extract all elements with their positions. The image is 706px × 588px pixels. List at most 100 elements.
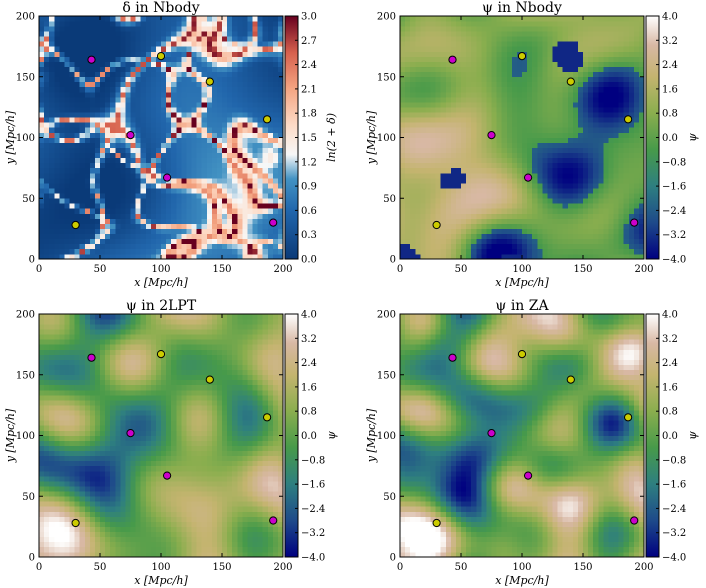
heatmap-cell bbox=[252, 26, 258, 32]
heatmap-cell bbox=[603, 46, 609, 52]
heatmap-cell bbox=[130, 112, 136, 118]
heatmap-cell bbox=[191, 223, 197, 229]
heatmap-cell bbox=[201, 137, 208, 143]
heatmap-cell bbox=[59, 122, 65, 128]
heatmap-cell bbox=[445, 16, 452, 22]
heatmap-cell bbox=[466, 56, 472, 62]
heatmap-cell bbox=[420, 117, 426, 123]
heatmap-cell bbox=[593, 61, 599, 67]
heatmap-cell bbox=[532, 31, 538, 37]
heatmap-cell bbox=[272, 36, 279, 42]
heatmap-cell bbox=[252, 91, 258, 98]
heatmap-cell bbox=[257, 238, 264, 245]
heatmap-cell bbox=[633, 183, 640, 189]
heatmap-cell bbox=[415, 203, 421, 209]
heatmap-cell bbox=[222, 46, 228, 52]
heatmap-cell bbox=[466, 248, 472, 255]
heatmap-cell bbox=[257, 26, 264, 32]
heatmap-cell bbox=[115, 223, 121, 229]
heatmap-cell bbox=[166, 162, 172, 169]
heatmap-cell bbox=[191, 107, 197, 113]
heatmap-cell bbox=[54, 349, 60, 355]
heatmap-cell bbox=[110, 76, 116, 83]
heatmap-cell bbox=[633, 97, 640, 103]
heatmap-cell bbox=[415, 117, 421, 123]
heatmap-cell bbox=[64, 162, 70, 169]
heatmap-cell bbox=[537, 253, 543, 260]
heatmap-cell bbox=[511, 228, 518, 235]
heatmap-cell bbox=[39, 157, 45, 164]
heatmap-cell bbox=[405, 112, 411, 118]
heatmap-cell bbox=[267, 26, 274, 32]
heatmap-cell bbox=[552, 142, 558, 148]
halo-marker bbox=[448, 55, 457, 64]
heatmap-cell bbox=[237, 46, 243, 52]
heatmap-cell bbox=[547, 178, 553, 184]
heatmap-cell bbox=[440, 142, 447, 148]
heatmap-cell bbox=[466, 208, 472, 214]
heatmap-cell bbox=[527, 253, 533, 260]
heatmap-cell bbox=[222, 21, 228, 27]
heatmap-cell bbox=[577, 71, 584, 78]
heatmap-cell bbox=[572, 157, 579, 164]
heatmap-cell bbox=[49, 415, 55, 421]
heatmap-cell bbox=[242, 117, 248, 123]
heatmap-cell bbox=[49, 102, 55, 108]
heatmap-cell bbox=[562, 61, 569, 67]
heatmap-cell bbox=[537, 36, 543, 42]
heatmap-cell bbox=[59, 374, 65, 381]
heatmap-cell bbox=[237, 167, 243, 174]
heatmap-cell bbox=[511, 21, 518, 27]
heatmap-cell bbox=[242, 243, 248, 250]
heatmap-cell bbox=[577, 46, 584, 52]
heatmap-cell bbox=[171, 213, 177, 219]
heatmap-cell bbox=[613, 127, 619, 133]
heatmap-cell bbox=[49, 147, 55, 154]
heatmap-cell bbox=[476, 233, 482, 240]
heatmap-cell bbox=[537, 76, 543, 83]
heatmap-cell bbox=[176, 41, 182, 47]
heatmap-cell bbox=[623, 243, 630, 250]
heatmap-cell bbox=[455, 198, 462, 204]
heatmap-cell bbox=[155, 102, 162, 108]
heatmap-cell bbox=[64, 147, 70, 154]
heatmap-cell bbox=[247, 61, 253, 67]
heatmap-cell bbox=[206, 167, 213, 174]
heatmap-cell bbox=[420, 102, 426, 108]
heatmap-cell bbox=[262, 228, 269, 235]
heatmap-cell bbox=[64, 97, 70, 103]
heatmap-cell bbox=[633, 152, 640, 159]
heatmap-cell bbox=[262, 183, 269, 189]
heatmap-cell bbox=[262, 208, 269, 214]
heatmap-cell bbox=[140, 102, 147, 108]
heatmap-cell bbox=[54, 384, 60, 391]
heatmap-cell bbox=[44, 127, 50, 133]
heatmap-cell bbox=[130, 213, 136, 219]
heatmap-cell bbox=[562, 248, 569, 255]
heatmap-cell bbox=[39, 228, 45, 235]
heatmap-cell bbox=[59, 349, 65, 355]
heatmap-cell bbox=[44, 178, 50, 184]
heatmap-cell bbox=[171, 157, 177, 164]
heatmap-cell bbox=[267, 56, 274, 62]
heatmap-cell bbox=[44, 238, 50, 245]
heatmap-cell bbox=[89, 228, 96, 235]
heatmap-cell bbox=[115, 112, 121, 118]
heatmap-cell bbox=[506, 213, 513, 219]
heatmap-cell bbox=[237, 188, 243, 194]
heatmap-cell bbox=[227, 167, 233, 174]
heatmap-cell bbox=[166, 31, 172, 37]
heatmap-cell bbox=[455, 66, 462, 73]
heatmap-cell bbox=[120, 51, 126, 57]
heatmap-cell bbox=[450, 46, 457, 52]
heatmap-cell bbox=[481, 213, 487, 219]
heatmap-cell bbox=[120, 36, 126, 42]
heatmap-cell bbox=[49, 384, 55, 391]
heatmap-cell bbox=[216, 71, 223, 78]
heatmap-cell bbox=[227, 112, 233, 118]
heatmap-cell bbox=[135, 167, 142, 174]
heatmap-cell bbox=[613, 41, 619, 47]
heatmap-cell bbox=[196, 213, 203, 219]
heatmap-cell bbox=[603, 167, 609, 174]
heatmap-cell bbox=[506, 208, 513, 214]
